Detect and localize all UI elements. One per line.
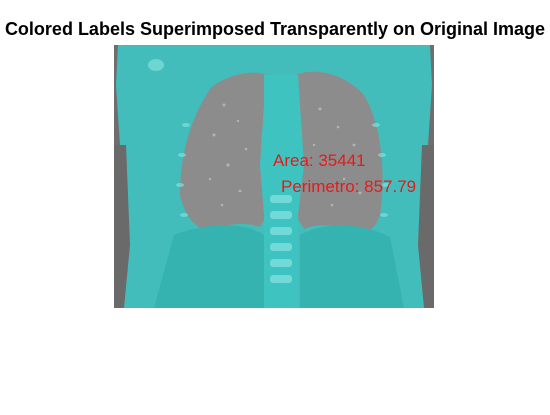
left-lung-region — [180, 72, 274, 231]
figure-title: Colored Labels Superimposed Transparentl… — [4, 19, 546, 39]
perimeter-annotation: Perimetro: 857.79 — [281, 177, 417, 196]
liver-label — [154, 225, 264, 308]
ct-image-overlay — [114, 45, 434, 308]
lung-texture — [208, 103, 362, 207]
right-arm-region — [418, 145, 434, 308]
spleen-label — [300, 225, 404, 308]
ct-scan-svg — [114, 45, 434, 308]
rib-highlights — [148, 59, 390, 217]
area-annotation: Area: 35441 — [273, 151, 366, 170]
spine-highlights — [270, 195, 292, 283]
left-arm-region — [114, 145, 130, 308]
